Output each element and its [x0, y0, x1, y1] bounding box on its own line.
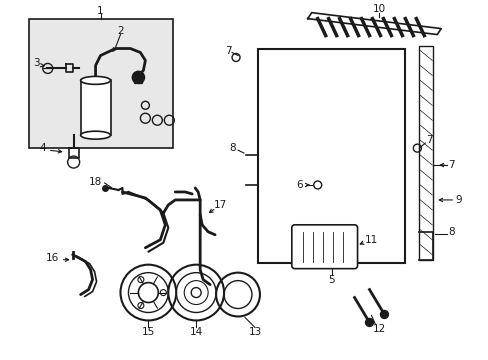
Bar: [29, 19, 173, 148]
Text: 7: 7: [224, 45, 231, 55]
Circle shape: [365, 319, 373, 327]
Circle shape: [132, 71, 144, 84]
Text: 13: 13: [248, 327, 261, 337]
Text: 10: 10: [372, 4, 385, 14]
Text: 4: 4: [40, 143, 46, 153]
Text: 15: 15: [142, 327, 155, 337]
Text: 14: 14: [189, 327, 203, 337]
Text: 7: 7: [425, 135, 432, 145]
Text: 18: 18: [89, 177, 102, 187]
Text: 8: 8: [447, 227, 453, 237]
Text: 7: 7: [447, 160, 453, 170]
Bar: [81, 80, 110, 135]
Text: 6: 6: [296, 180, 303, 190]
Text: 5: 5: [327, 275, 334, 285]
Bar: [419, 45, 432, 260]
Text: 8: 8: [229, 143, 236, 153]
Text: 12: 12: [372, 324, 386, 334]
Text: 16: 16: [46, 253, 59, 263]
Text: 2: 2: [117, 26, 123, 36]
Bar: [258, 49, 405, 263]
Circle shape: [380, 310, 387, 319]
Text: 9: 9: [455, 195, 462, 205]
Ellipse shape: [81, 76, 110, 84]
Text: 1: 1: [97, 6, 103, 15]
Text: 17: 17: [213, 200, 226, 210]
FancyBboxPatch shape: [291, 225, 357, 269]
Text: 3: 3: [33, 58, 40, 68]
Text: 11: 11: [364, 235, 377, 245]
Ellipse shape: [81, 131, 110, 139]
